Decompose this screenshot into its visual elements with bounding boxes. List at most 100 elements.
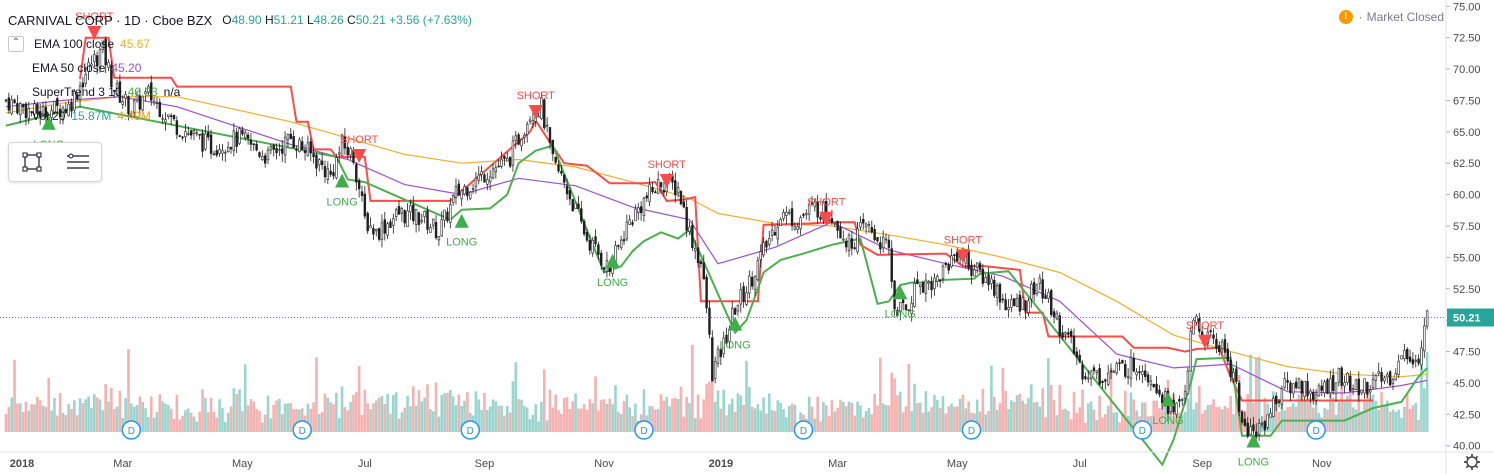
candle-body [577, 203, 580, 210]
candle-body [1032, 282, 1036, 295]
volume-bar [1294, 406, 1298, 432]
candle-body [528, 119, 532, 122]
volume-bar [676, 399, 680, 432]
volume-bar [716, 390, 720, 432]
candle-body [300, 141, 304, 150]
candle-body [1340, 367, 1343, 386]
volume-bar [278, 398, 281, 432]
candle-body [246, 134, 250, 139]
volume-bar [369, 409, 372, 432]
candle-body [483, 174, 486, 183]
candle-body [104, 38, 107, 66]
select-rectangle-tool[interactable] [9, 143, 55, 181]
volume-bar [893, 378, 896, 432]
candle-body [517, 134, 520, 145]
volume-bar [673, 397, 677, 432]
volume-bar [443, 393, 446, 432]
volume-bar [545, 420, 549, 432]
candle-body [1132, 357, 1136, 372]
settings-gear-icon[interactable] [1464, 454, 1480, 470]
volume-bar [1223, 406, 1227, 432]
volume-bar [705, 383, 708, 432]
candle-body [864, 223, 868, 228]
volume-bar [218, 399, 221, 432]
price-tick-label: 55.00 [1453, 252, 1481, 264]
candle-body [355, 164, 358, 183]
volume-bar [933, 394, 936, 432]
volume-bar [335, 392, 338, 432]
volume-bar [1351, 407, 1355, 432]
candle-body [899, 302, 902, 313]
collapse-legend-chevron-icon[interactable]: ⌃ [8, 36, 24, 52]
volume-bar [728, 404, 731, 432]
volume-bar [1010, 400, 1013, 432]
candle-body [1226, 348, 1229, 362]
candle-body [138, 95, 142, 110]
long-signal-label: LONG [719, 340, 750, 352]
ema50-name[interactable]: EMA 50 close [32, 61, 106, 75]
volume-bar [833, 411, 837, 432]
candle-body [736, 304, 740, 312]
candle-body [471, 188, 475, 190]
candle-body [944, 262, 948, 265]
candle-body [326, 168, 330, 180]
volume-bar [446, 392, 449, 432]
candle-body [713, 361, 717, 379]
candle-body [913, 283, 916, 307]
low-label: L [306, 13, 314, 27]
change-value: +3.56 (+7.63%) [389, 13, 472, 27]
candle-body [1337, 368, 1341, 383]
volume-bar [822, 402, 825, 432]
candle-body [1275, 395, 1278, 405]
volume-bar [1371, 394, 1375, 432]
candle-body [987, 274, 990, 285]
volume-bar [397, 418, 401, 432]
candle-body [101, 40, 105, 50]
long-signal-arrow [335, 173, 350, 188]
candle-body [503, 155, 506, 160]
ema100-name[interactable]: EMA 100 close [34, 37, 115, 51]
settings-lines-tool[interactable] [55, 143, 101, 181]
candle-body [121, 101, 124, 105]
volume-bar [1331, 397, 1335, 432]
candle-body [437, 236, 441, 241]
candle-body [642, 197, 646, 216]
volume-bar [332, 404, 335, 432]
price-tick-label: 72.50 [1453, 33, 1481, 45]
supertrend-name[interactable]: SuperTrend 3 10 [32, 85, 122, 99]
volume-bar [1377, 409, 1381, 432]
candle-body [81, 82, 85, 88]
volume-bar [1101, 417, 1104, 432]
volume-bar [263, 414, 267, 432]
candle-body [1126, 376, 1130, 379]
candle-body [1351, 388, 1355, 391]
volume-bar [286, 403, 290, 432]
candle-body [1129, 356, 1133, 379]
volume-bar [944, 413, 948, 432]
volume-name[interactable]: Vol 20 [32, 109, 66, 123]
volume-bar [924, 391, 928, 432]
market-status[interactable]: ! · Market Closed [1338, 10, 1444, 24]
volume-bar [773, 411, 777, 432]
candle-body [38, 111, 42, 117]
candle-body [1089, 370, 1093, 379]
volume-bar [523, 405, 526, 432]
volume-bar [565, 397, 569, 432]
volume-bar [491, 399, 495, 432]
long-signal-label: LONG [885, 308, 916, 320]
volume-bar [562, 398, 566, 432]
price-tick-label: 67.50 [1453, 95, 1481, 107]
candle-body [4, 99, 8, 102]
volume-bar [540, 401, 543, 432]
candle-body [1386, 374, 1389, 378]
candle-body [429, 227, 432, 233]
volume-bar [61, 412, 65, 432]
candle-body [383, 219, 386, 234]
long-signal-label: LONG [326, 197, 357, 209]
volume-bar [135, 405, 139, 432]
candle-body [1280, 388, 1284, 405]
volume-bar [30, 404, 33, 432]
candle-body [312, 153, 315, 158]
supertrend-up-line [5, 105, 1428, 467]
